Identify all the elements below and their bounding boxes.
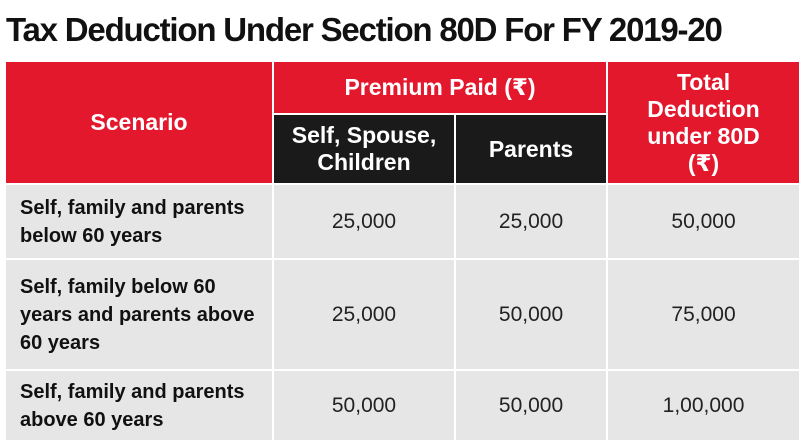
page-title: Tax Deduction Under Section 80D For FY 2… xyxy=(6,11,723,48)
deduction-table: Scenario Premium Paid (₹) Total Deductio… xyxy=(4,60,801,442)
row-parents-premium: 50,000 xyxy=(453,258,609,371)
row-scenario: Self, family and parents above 60 years xyxy=(4,369,274,442)
row-scenario: Self, family below 60 years and parents … xyxy=(4,258,274,371)
header-scenario: Scenario xyxy=(4,60,274,185)
row-total-deduction: 50,000 xyxy=(606,183,801,260)
row-self-premium: 25,000 xyxy=(272,258,456,371)
row-scenario: Self, family and parents below 60 years xyxy=(4,183,274,260)
row-total-deduction: 75,000 xyxy=(606,258,801,371)
table-row: Self, family below 60 years and parents … xyxy=(4,258,801,371)
header-premium-paid: Premium Paid (₹) xyxy=(271,60,609,115)
header-parents: Parents xyxy=(453,113,609,185)
row-self-premium: 25,000 xyxy=(272,183,456,260)
row-total-deduction: 1,00,000 xyxy=(606,369,801,442)
header-self-spouse-children: Self, Spouse, Children xyxy=(272,113,456,185)
table-row: Self, family and parents below 60 years … xyxy=(4,183,801,260)
row-parents-premium: 25,000 xyxy=(453,183,609,260)
row-parents-premium: 50,000 xyxy=(453,369,609,442)
header-total-deduction: Total Deduction under 80D (₹) xyxy=(606,60,801,185)
row-self-premium: 50,000 xyxy=(272,369,456,442)
table-row: Self, family and parents above 60 years … xyxy=(4,369,801,442)
